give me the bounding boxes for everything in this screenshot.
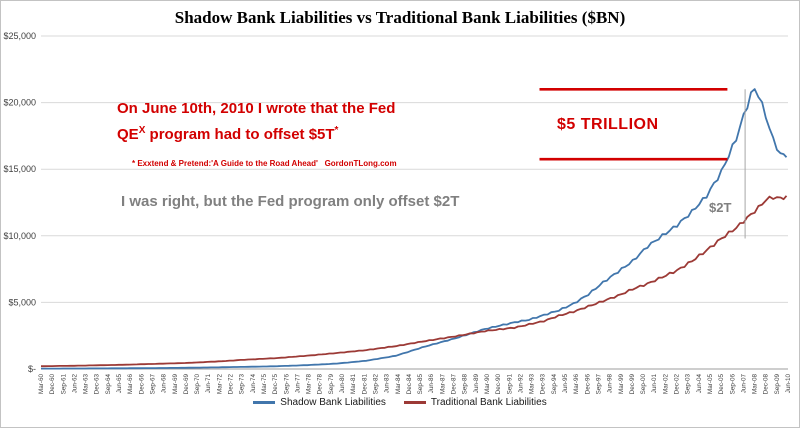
legend: Shadow Bank Liabilities Traditional Bank… (1, 397, 799, 408)
svg-text:Jun-71: Jun-71 (205, 374, 212, 394)
svg-text:Jun-62: Jun-62 (71, 374, 78, 394)
svg-text:Sep-94: Sep-94 (551, 374, 558, 395)
svg-text:Mar-90: Mar-90 (484, 374, 491, 394)
svg-text:$10,000: $10,000 (3, 231, 36, 241)
annotation-2t-label: $2T (709, 200, 732, 215)
svg-text:Mar-63: Mar-63 (83, 374, 90, 394)
qe-superscript: X (138, 125, 146, 136)
svg-text:Mar-75: Mar-75 (261, 374, 268, 394)
svg-text:Mar-96: Mar-96 (573, 374, 580, 394)
legend-item-shadow: Shadow Bank Liabilities (253, 397, 386, 408)
legend-key-traditional-line (403, 401, 426, 404)
svg-text:Sep-70: Sep-70 (194, 374, 201, 395)
svg-text:Jun-68: Jun-68 (161, 374, 168, 394)
footnote-star-superscript: * (334, 125, 339, 136)
svg-text:Jun-86: Jun-86 (428, 374, 435, 394)
svg-text:Mar-93: Mar-93 (529, 374, 536, 394)
svg-text:$-: $- (28, 364, 36, 374)
svg-text:Sep-03: Sep-03 (685, 374, 692, 395)
svg-text:Mar-81: Mar-81 (350, 374, 357, 394)
svg-text:Dec-78: Dec-78 (317, 374, 324, 395)
svg-text:Mar-78: Mar-78 (306, 374, 313, 394)
svg-text:Sep-88: Sep-88 (462, 374, 469, 395)
svg-text:Sep-61: Sep-61 (60, 374, 67, 395)
svg-text:Mar-69: Mar-69 (172, 374, 179, 394)
svg-text:Mar-60: Mar-60 (38, 374, 45, 394)
legend-label-shadow: Shadow Bank Liabilities (280, 397, 386, 408)
svg-text:Sep-82: Sep-82 (372, 374, 379, 395)
svg-text:Jun-74: Jun-74 (250, 374, 257, 394)
svg-text:Sep-79: Sep-79 (328, 374, 335, 395)
svg-text:Jun-92: Jun-92 (517, 374, 524, 394)
svg-text:Jun-83: Jun-83 (384, 374, 391, 394)
svg-text:Dec-81: Dec-81 (361, 374, 368, 395)
svg-text:Sep-64: Sep-64 (105, 374, 112, 395)
svg-text:Dec-02: Dec-02 (674, 374, 681, 395)
svg-text:Jun-95: Jun-95 (562, 374, 569, 394)
svg-text:$5,000: $5,000 (8, 297, 36, 307)
svg-text:Dec-99: Dec-99 (629, 374, 636, 395)
annotation-fed-note: On June 10th, 2010 I wrote that the Fed … (117, 98, 395, 146)
svg-text:Mar-05: Mar-05 (707, 374, 714, 394)
svg-text:Sep-97: Sep-97 (595, 374, 602, 395)
svg-text:Mar-72: Mar-72 (216, 374, 223, 394)
svg-text:Mar-99: Mar-99 (618, 374, 625, 394)
svg-text:Sep-76: Sep-76 (283, 374, 290, 395)
svg-text:Mar-66: Mar-66 (127, 374, 134, 394)
svg-text:Dec-72: Dec-72 (228, 374, 235, 395)
svg-text:Dec-66: Dec-66 (138, 374, 145, 395)
svg-text:Sep-00: Sep-00 (640, 374, 647, 395)
svg-text:Jun-65: Jun-65 (116, 374, 123, 394)
svg-text:Sep-09: Sep-09 (774, 374, 781, 395)
svg-text:Dec-60: Dec-60 (49, 374, 56, 395)
svg-text:Dec-93: Dec-93 (540, 374, 547, 395)
svg-text:Jun-07: Jun-07 (740, 374, 747, 394)
svg-text:Jun-98: Jun-98 (607, 374, 614, 394)
svg-text:Dec-05: Dec-05 (718, 374, 725, 395)
svg-text:Dec-90: Dec-90 (495, 374, 502, 395)
offset-text: program had to offset $5T (145, 126, 335, 143)
legend-item-traditional: Traditional Bank Liabilities (403, 397, 547, 408)
svg-text:$25,000: $25,000 (3, 31, 36, 41)
svg-text:$15,000: $15,000 (3, 164, 36, 174)
legend-label-traditional: Traditional Bank Liabilities (430, 397, 547, 408)
svg-text:Sep-85: Sep-85 (417, 374, 424, 395)
svg-text:Dec-75: Dec-75 (272, 374, 279, 395)
chart-title: Shadow Bank Liabilities vs Traditional B… (174, 8, 626, 27)
svg-text:Sep-67: Sep-67 (149, 374, 156, 395)
svg-text:$20,000: $20,000 (3, 98, 36, 108)
svg-text:Jun-01: Jun-01 (651, 374, 658, 394)
svg-text:Sep-06: Sep-06 (729, 374, 736, 395)
annotation-footnote: * Exxtend & Pretend:'A Guide to the Road… (132, 159, 397, 168)
annotation-fed-note-line2: QEX program had to offset $5T* (117, 120, 395, 146)
svg-text:Dec-69: Dec-69 (183, 374, 190, 395)
legend-key-shadow-line (253, 401, 276, 404)
svg-text:Sep-91: Sep-91 (506, 374, 513, 395)
svg-text:Jun-89: Jun-89 (473, 374, 480, 394)
annotation-5trillion-label: $5 TRILLION (557, 116, 659, 133)
annotation-fed-note-line1: On June 10th, 2010 I wrote that the Fed (117, 100, 396, 117)
svg-text:Jun-04: Jun-04 (696, 374, 703, 394)
svg-text:Mar-87: Mar-87 (439, 374, 446, 394)
svg-text:Dec-87: Dec-87 (451, 374, 458, 395)
svg-text:Mar-02: Mar-02 (662, 374, 669, 394)
svg-text:Jun-80: Jun-80 (339, 374, 346, 394)
svg-text:Mar-08: Mar-08 (752, 374, 759, 394)
svg-text:Dec-08: Dec-08 (763, 374, 770, 395)
svg-text:Mar-84: Mar-84 (395, 374, 402, 394)
svg-text:Dec-84: Dec-84 (406, 374, 413, 395)
svg-text:Jun-10: Jun-10 (785, 374, 792, 394)
svg-text:Sep-73: Sep-73 (239, 374, 246, 395)
svg-text:Jun-77: Jun-77 (294, 374, 301, 394)
svg-text:Dec-63: Dec-63 (94, 374, 101, 395)
qe-text: QE (117, 126, 139, 143)
svg-text:Dec-96: Dec-96 (584, 374, 591, 395)
annotation-gray-note: I was right, but the Fed program only of… (121, 193, 460, 210)
